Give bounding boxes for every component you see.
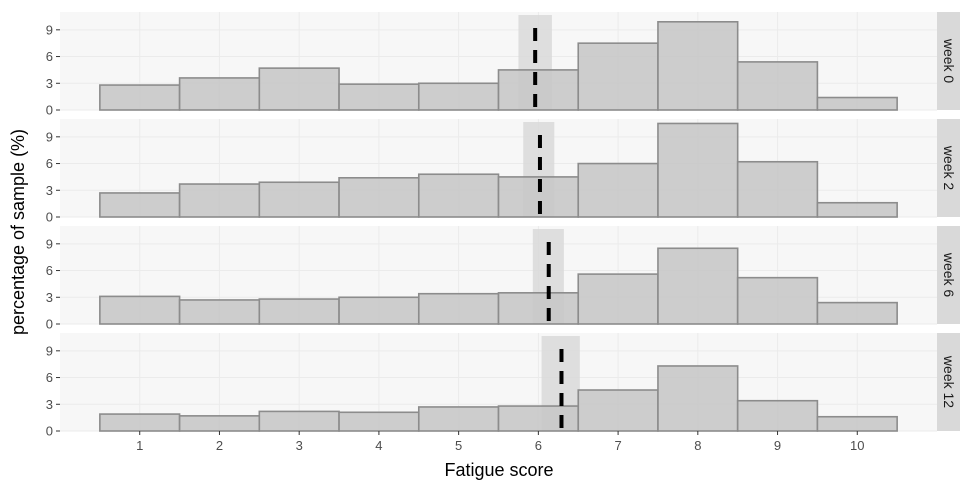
x-tick-label: 5 xyxy=(455,438,462,453)
histogram-bar xyxy=(497,69,580,111)
y-tick-label: 6 xyxy=(46,156,53,171)
y-tick-label: 6 xyxy=(46,370,53,385)
histogram-bar xyxy=(816,201,898,218)
histogram-bar xyxy=(178,77,261,111)
facet-strip-label: week 6 xyxy=(941,252,957,298)
histogram-bar xyxy=(99,192,181,218)
y-tick-label: 3 xyxy=(46,397,53,412)
y-tick-label: 6 xyxy=(46,263,53,278)
facet-strip xyxy=(937,333,960,431)
panel-week-2: 0 3 6 9 week 2 xyxy=(46,119,960,225)
histogram-bar xyxy=(417,173,500,218)
y-tick-label: 0 xyxy=(46,103,53,118)
histogram-bar xyxy=(417,406,500,432)
facet-strip xyxy=(937,226,960,324)
histogram-bar xyxy=(497,292,580,325)
histogram-bar xyxy=(736,276,819,325)
facet-strip xyxy=(937,119,960,217)
x-tick-label: 1 xyxy=(136,438,143,453)
x-tick-label: 2 xyxy=(216,438,223,453)
facet-strip xyxy=(937,12,960,110)
histogram-bar xyxy=(417,82,500,111)
histogram-bar xyxy=(99,295,181,325)
x-tick-label: 9 xyxy=(774,438,781,453)
histogram-bar xyxy=(178,415,261,432)
panel-week-12: 0 3 6 9 week 12 xyxy=(46,333,960,439)
x-tick-label: 3 xyxy=(296,438,303,453)
x-tick-label: 4 xyxy=(375,438,382,453)
histogram-bar xyxy=(816,415,898,432)
histogram-bar xyxy=(497,405,580,432)
x-tick-label: 10 xyxy=(850,438,864,453)
histogram-bar xyxy=(338,411,420,432)
histogram-bar xyxy=(657,247,739,325)
histogram-bar xyxy=(577,42,659,111)
histogram-bar xyxy=(577,162,659,218)
panel-week-6: 0 3 6 9 week 6 xyxy=(46,226,960,332)
histogram-bar xyxy=(657,122,739,218)
x-tick-label: 8 xyxy=(694,438,701,453)
histogram-bar xyxy=(577,389,659,432)
histogram-bar xyxy=(736,61,819,111)
histogram-bar xyxy=(736,399,819,432)
y-tick-label: 9 xyxy=(46,129,53,144)
histogram-bar xyxy=(816,301,898,325)
x-axis-label: Fatigue score xyxy=(444,460,553,480)
histogram-bar xyxy=(417,292,500,325)
y-tick-label: 6 xyxy=(46,49,53,64)
x-tick-label: 6 xyxy=(535,438,542,453)
histogram-bar xyxy=(338,83,420,111)
facet-strip-label: week 2 xyxy=(941,145,957,191)
histogram-bar xyxy=(258,298,340,325)
x-tick-label: 7 xyxy=(614,438,621,453)
histogram-bar xyxy=(736,160,819,218)
facet-strip-label: week 0 xyxy=(941,38,957,84)
y-tick-label: 0 xyxy=(46,317,53,332)
histogram-bar xyxy=(258,410,340,432)
y-tick-label: 0 xyxy=(46,424,53,439)
y-axis-label: percentage of sample (%) xyxy=(8,129,28,335)
y-tick-label: 9 xyxy=(46,343,53,358)
x-axis: 1 2 3 4 5 6 7 8 9 10 xyxy=(136,431,865,453)
histogram-bar xyxy=(338,296,420,325)
histogram-bar xyxy=(657,365,739,432)
histogram-bar xyxy=(338,177,420,218)
histogram-bar xyxy=(178,183,261,218)
y-tick-label: 9 xyxy=(46,22,53,37)
panel-week-0: 0 3 6 9 week 0 xyxy=(46,12,960,118)
histogram-bar xyxy=(99,413,181,432)
y-tick-label: 0 xyxy=(46,210,53,225)
y-tick-label: 9 xyxy=(46,236,53,251)
histogram-bar xyxy=(178,299,261,325)
histogram-bar xyxy=(816,96,898,111)
y-tick-label: 3 xyxy=(46,76,53,91)
histogram-bar xyxy=(657,20,739,111)
facet-strip-label: week 12 xyxy=(941,355,957,408)
histogram-bar xyxy=(258,67,340,111)
histogram-bar xyxy=(577,273,659,325)
histogram-bar xyxy=(258,181,340,218)
histogram-bar xyxy=(99,84,181,111)
y-tick-label: 3 xyxy=(46,183,53,198)
panels: 0 3 6 9 week 0 0 3 6 9 week 2 0 3 6 9 week 6 0 3 6 9 week 1… xyxy=(46,12,960,439)
y-tick-label: 3 xyxy=(46,290,53,305)
